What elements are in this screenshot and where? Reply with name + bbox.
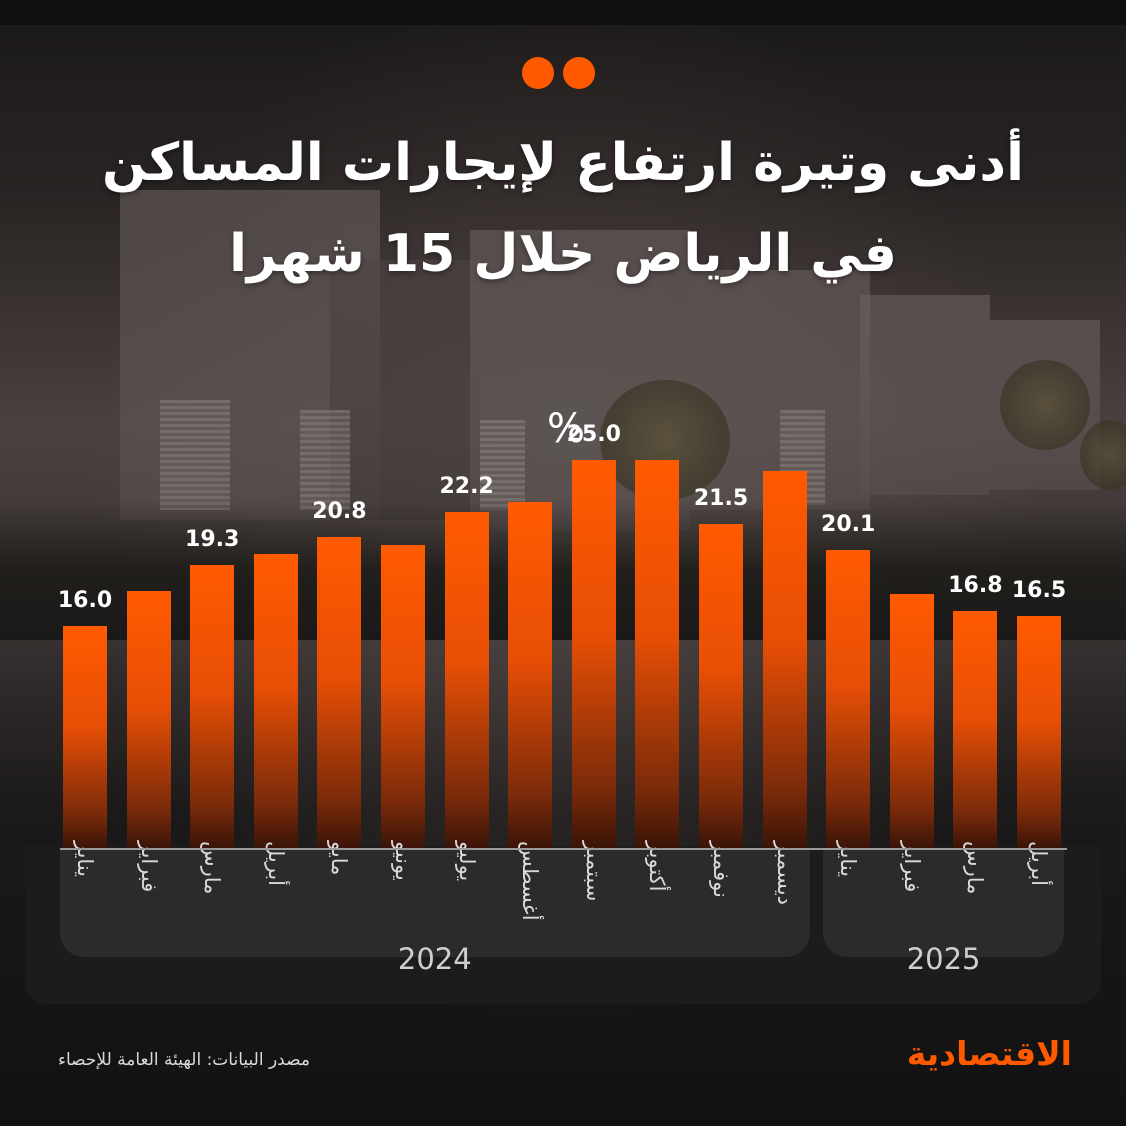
bar <box>953 610 998 848</box>
bar <box>317 537 362 848</box>
year-group-box <box>60 850 810 957</box>
bar <box>381 544 425 848</box>
bar-value-label: 25.0 <box>566 422 621 447</box>
bar-value-label: 19.3 <box>185 526 240 552</box>
bar <box>635 460 680 848</box>
bar-value-label: 16.5 <box>1011 578 1067 604</box>
axis-baseline <box>60 848 1067 850</box>
chart-title-line1: أدنى وتيرة ارتفاع لإيجارات المساكن <box>102 133 1024 193</box>
bar <box>253 553 298 848</box>
brand-logo: الاقتصادية <box>906 1034 1072 1073</box>
month-tick-label: أبريل <box>263 841 288 887</box>
bar <box>889 594 934 848</box>
unit-badge: % <box>533 398 599 460</box>
year-label: 2024 <box>397 942 472 976</box>
bar <box>190 564 235 848</box>
bar-value-label: 21.5 <box>693 486 749 512</box>
month-tick-label: أبريل <box>1027 841 1051 887</box>
bar <box>508 502 553 848</box>
month-tick-label: فبراير <box>136 841 161 893</box>
year-label: 2025 <box>906 942 981 976</box>
month-tick-label: يناير <box>836 841 861 878</box>
bar <box>126 590 171 848</box>
month-tick-label: يونيو <box>391 841 415 881</box>
data-source: مصدر البيانات: الهيئة العامة للإحصاء <box>58 1050 310 1070</box>
bar-value-label: 20.1 <box>821 512 876 538</box>
top-strip <box>0 0 1126 25</box>
bar <box>826 550 871 848</box>
orange-dot <box>522 57 554 89</box>
bar-value-label: 16.0 <box>57 587 113 613</box>
bar <box>762 471 807 848</box>
bar <box>699 524 743 848</box>
month-tick-label: يوليو <box>454 841 479 882</box>
month-tick-label: مايو <box>327 841 352 876</box>
chart-title-line2: في الرياض خلال 15 شهرا <box>229 224 897 284</box>
bar <box>444 511 489 848</box>
bar-value-label: 22.2 <box>439 473 494 499</box>
month-tick-label: نوفمبر <box>709 841 733 898</box>
month-tick-label: مارس <box>200 841 225 895</box>
orange-dot <box>563 57 595 89</box>
month-tick-label: سبتمبر <box>581 841 606 902</box>
month-tick-label: يناير <box>73 841 97 878</box>
bar <box>63 625 107 848</box>
bar-value-label: 16.8 <box>948 572 1003 598</box>
month-tick-label: أكتوبر <box>645 841 670 892</box>
bar <box>571 460 616 848</box>
month-tick-label: ديسمبر <box>772 841 797 905</box>
month-tick-label: أغسطس <box>518 841 543 921</box>
bar <box>1017 616 1061 848</box>
bar-value-label: 20.8 <box>312 499 367 525</box>
year-group-box <box>823 850 1064 957</box>
brand-dots <box>522 57 595 89</box>
month-tick-label: مارس <box>963 841 988 895</box>
month-tick-label: فبراير <box>899 841 924 893</box>
